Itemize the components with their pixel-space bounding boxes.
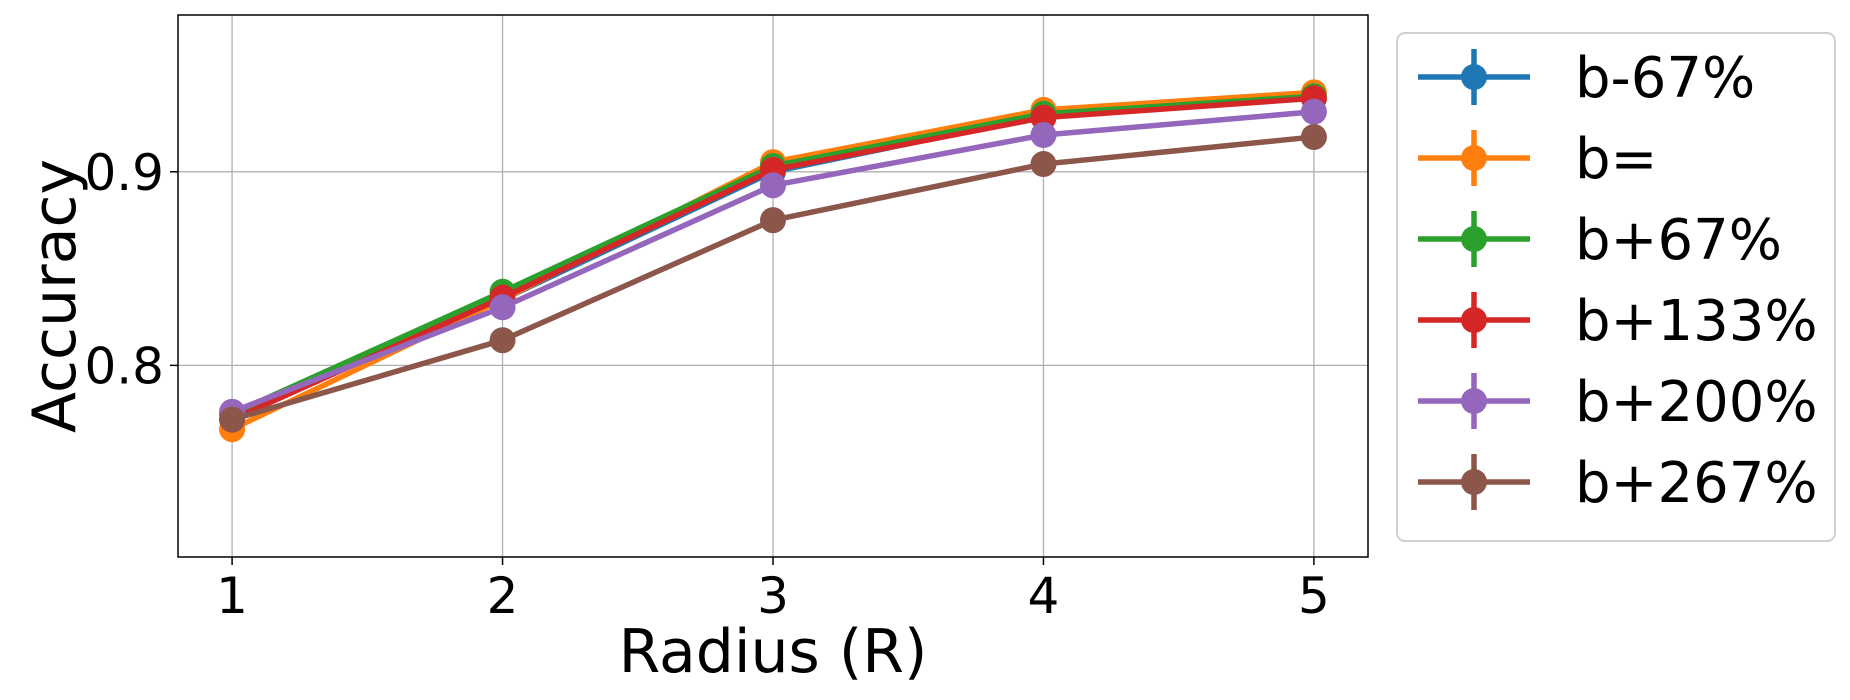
x-tick-label: 2 <box>487 567 519 625</box>
data-point <box>489 327 516 354</box>
y-tick-label: 0.8 <box>84 337 164 395</box>
legend-label: b+133% <box>1575 289 1818 354</box>
data-point <box>1300 98 1327 125</box>
legend: b-67% b= b+67% b+133% b+200% b+267% <box>1396 32 1836 542</box>
x-tick-label: 5 <box>1298 567 1330 625</box>
legend-label: b= <box>1575 127 1657 192</box>
y-tick-label: 0.9 <box>84 144 164 202</box>
data-point <box>1030 122 1057 149</box>
x-axis-title: Radius (R) <box>619 617 928 687</box>
tick-labels: 1 2 3 4 5 0.8 0.9 <box>84 144 1329 625</box>
legend-label: b-67% <box>1575 46 1755 111</box>
data-point <box>760 207 786 234</box>
legend-marker <box>1461 145 1487 171</box>
legend-item: b+67% <box>1418 208 1782 273</box>
legend-label: b+67% <box>1575 208 1782 273</box>
legend-label: b+200% <box>1575 370 1818 435</box>
data-point <box>489 294 516 321</box>
grid <box>178 15 1368 557</box>
legend-label: b+267% <box>1575 451 1818 516</box>
series-b+267% <box>219 123 1327 433</box>
x-tick-label: 4 <box>1028 567 1060 625</box>
legend-item: b= <box>1418 127 1657 192</box>
x-tick-label: 1 <box>216 567 248 625</box>
legend-marker <box>1461 64 1487 90</box>
data-point <box>1030 151 1057 178</box>
legend-item: b-67% <box>1418 46 1755 111</box>
series-group <box>219 79 1327 443</box>
data-point <box>219 406 246 433</box>
legend-item: b+267% <box>1418 451 1818 516</box>
y-axis-title: Accuracy <box>20 159 90 433</box>
legend-item: b+133% <box>1418 289 1818 354</box>
legend-item: b+200% <box>1418 370 1818 435</box>
legend-marker <box>1461 388 1487 414</box>
legend-marker <box>1461 469 1487 495</box>
data-point <box>1300 123 1327 150</box>
legend-marker <box>1461 226 1487 252</box>
x-tick-label: 3 <box>757 567 789 625</box>
legend-marker <box>1461 307 1487 333</box>
data-point <box>760 172 786 199</box>
